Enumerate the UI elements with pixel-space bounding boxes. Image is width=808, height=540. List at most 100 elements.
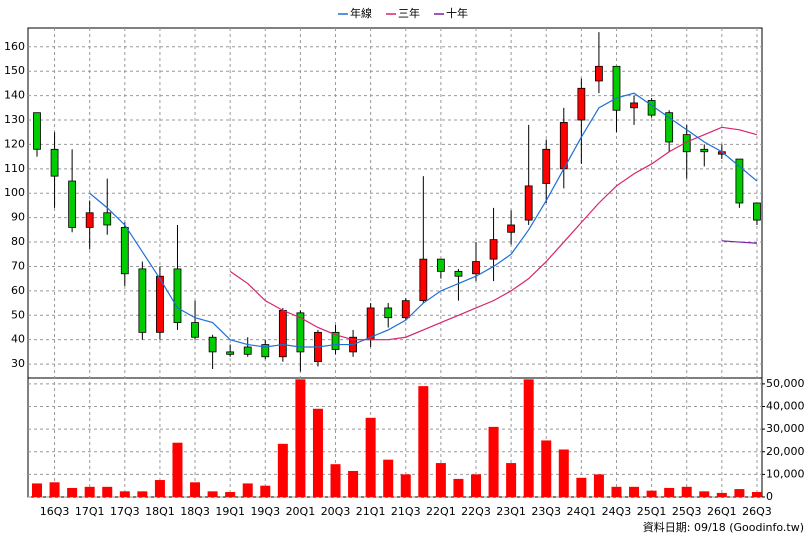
candle-body: [156, 275, 164, 333]
y-tick-label: 80: [11, 235, 25, 248]
candle-body: [419, 258, 428, 302]
candle-body: [85, 212, 94, 228]
y2-tick-label: 10,000: [766, 467, 805, 480]
volume-bar: [418, 386, 429, 497]
x-tick-label: 23Q1: [496, 505, 526, 518]
candle-body: [700, 148, 709, 153]
x-tick-label: 19Q1: [215, 505, 245, 518]
y-tick-label: 70: [11, 259, 25, 272]
ma-line: [229, 126, 758, 341]
candle-body: [226, 351, 235, 355]
candle-body: [401, 300, 410, 319]
x-tick-label: 16Q3: [40, 505, 70, 518]
candle-body: [682, 134, 691, 153]
x-tick-label: 26Q3: [742, 505, 772, 518]
volume-bar: [751, 492, 762, 497]
candle-body: [243, 346, 252, 355]
volume-bar: [172, 442, 183, 497]
volume-bar: [348, 470, 359, 497]
volume-bar: [137, 491, 148, 497]
volume-bar: [541, 440, 552, 497]
y-tick-label: 120: [4, 137, 25, 150]
candle-body: [173, 268, 182, 323]
candle-body: [33, 112, 41, 150]
volume-bar: [277, 443, 288, 497]
x-tick-label: 22Q1: [426, 505, 456, 518]
footer: 資料日期: 09/18 (Goodinfo.tw): [643, 520, 804, 534]
candle-body: [120, 227, 129, 275]
plot-frame: [27, 27, 763, 498]
candle-body: [595, 65, 603, 82]
volume-bar: [435, 463, 446, 497]
volume-bar: [646, 490, 657, 497]
y2-tick-label: 40,000: [766, 400, 805, 413]
volume-bar: [383, 459, 394, 497]
candle-body: [577, 87, 586, 121]
candle-body: [261, 344, 270, 358]
y-tick-label: 40: [11, 333, 25, 346]
volume-bar: [611, 486, 622, 497]
candle-body: [384, 307, 393, 319]
candle-body: [665, 112, 674, 143]
y2-tick-label: 20,000: [766, 445, 805, 458]
volume-bar: [190, 482, 201, 497]
candle-body: [612, 65, 621, 111]
x-tick-label: 24Q1: [567, 505, 597, 518]
candle-body: [436, 258, 445, 272]
x-tick-label: 26Q1: [707, 505, 737, 518]
y-tick-label: 110: [4, 162, 25, 175]
x-tick-label: 17Q1: [75, 505, 105, 518]
x-tick-label: 21Q1: [356, 505, 386, 518]
candle-body: [50, 148, 59, 177]
candle-body: [191, 322, 199, 338]
x-tick-label: 20Q1: [286, 505, 316, 518]
y-tick-label: 140: [4, 89, 25, 102]
volume-bar: [365, 417, 376, 497]
y-tick-label: 130: [4, 113, 25, 126]
volume-bar: [558, 449, 569, 497]
candle-body: [366, 307, 375, 341]
legend-label: 三年: [398, 6, 420, 20]
candle-body: [647, 100, 656, 116]
volume-bar: [295, 379, 306, 497]
candle-body: [489, 239, 498, 260]
volume-bar: [32, 483, 42, 497]
y-tick-label: 160: [4, 40, 25, 53]
volume-bar: [593, 474, 604, 497]
x-tick-label: 23Q3: [531, 505, 561, 518]
candle-body: [208, 336, 217, 353]
candle-body: [296, 312, 305, 353]
y-tick-label: 30: [11, 357, 25, 370]
y-tick-label: 100: [4, 186, 25, 199]
volume-bar: [699, 491, 710, 497]
ma-line: [721, 240, 758, 244]
candle-body: [68, 180, 77, 228]
volume-bar: [576, 477, 587, 497]
candle-body: [138, 268, 147, 333]
candle-body: [630, 102, 638, 109]
volume-bar: [506, 463, 517, 497]
volume-bar: [102, 486, 113, 497]
volume-bar: [734, 489, 745, 497]
x-tick-label: 25Q1: [637, 505, 667, 518]
y2-tick-label: 30,000: [766, 422, 805, 435]
volume-bar: [471, 474, 481, 497]
x-tick-label: 25Q3: [672, 505, 702, 518]
volume-bar: [154, 480, 165, 497]
candle-body: [278, 309, 287, 358]
candle-body: [331, 331, 340, 350]
volume-bar: [330, 464, 341, 497]
volume-bar: [119, 491, 130, 497]
x-tick-label: 18Q3: [180, 505, 210, 518]
ma-line: [89, 92, 758, 348]
y-tick-label: 150: [4, 64, 25, 77]
x-tick-label: 22Q3: [461, 505, 491, 518]
candle-body: [753, 202, 761, 221]
volume-bar: [629, 486, 640, 497]
volume-bar: [681, 486, 692, 497]
volume-bar: [488, 426, 499, 497]
candle-body: [507, 224, 516, 233]
volume-bar: [523, 379, 534, 497]
candle-body: [472, 261, 480, 275]
volume-bar: [242, 483, 253, 497]
